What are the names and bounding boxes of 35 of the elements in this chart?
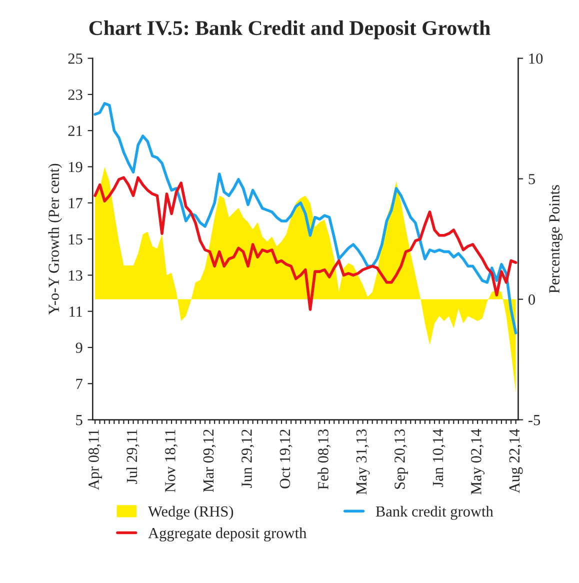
x-tick-label: Jul 29,11: [126, 430, 140, 484]
x-tick-label: Feb 08,13: [318, 429, 331, 490]
chart-title: Chart IV.5: Bank Credit and Deposit Growth: [89, 20, 490, 40]
y-tick-label: 21: [68, 126, 82, 136]
x-tick-label: Mar 09,12: [203, 430, 216, 492]
y-tick-label: 9: [76, 342, 82, 353]
y-tick-label: 15: [68, 234, 82, 244]
x-tick-label: Oct 19,12: [280, 430, 292, 488]
x-tick-label: Apr 08,11: [88, 430, 102, 490]
line-series: [94, 102, 518, 334]
x-tick-label: May 02,14: [471, 429, 484, 495]
y-tick-label: 11: [70, 306, 82, 317]
y-tick-label: 25: [68, 53, 82, 64]
legend-label: Bank credit growth: [376, 506, 494, 520]
legend-label: Wedge (RHS): [148, 506, 234, 520]
y-tick-label: 5: [76, 415, 82, 426]
x-tick-label: Nov 18,11: [165, 430, 178, 492]
y2-tick-label: 10: [529, 53, 543, 64]
x-tick-label: Jan 10,14: [432, 429, 446, 488]
y-tick-label: 13: [68, 270, 82, 281]
x-tick-label: Sep 20,13: [394, 429, 408, 489]
y2-tick-label: -5: [528, 415, 540, 426]
y-tick-label: 7: [76, 378, 82, 389]
legend-label: Aggregate deposit growth: [148, 528, 306, 542]
y-axis-title: Y-o-Y Growth (Per cent): [48, 164, 62, 315]
y2-tick-label: 5: [528, 174, 535, 184]
y2-tick-label: 0: [528, 294, 535, 305]
y-tick-label: 17: [68, 198, 82, 208]
y2-axis-title: Percentage Points: [549, 185, 563, 294]
line-series: [94, 176, 518, 311]
y-tick-label: 23: [68, 90, 82, 100]
x-tick-label: Jun 29,12: [242, 430, 254, 488]
x-tick-label: May 31,13: [356, 429, 370, 495]
y-tick-label: 19: [68, 162, 82, 172]
x-tick-label: Aug 22,14: [509, 429, 523, 494]
